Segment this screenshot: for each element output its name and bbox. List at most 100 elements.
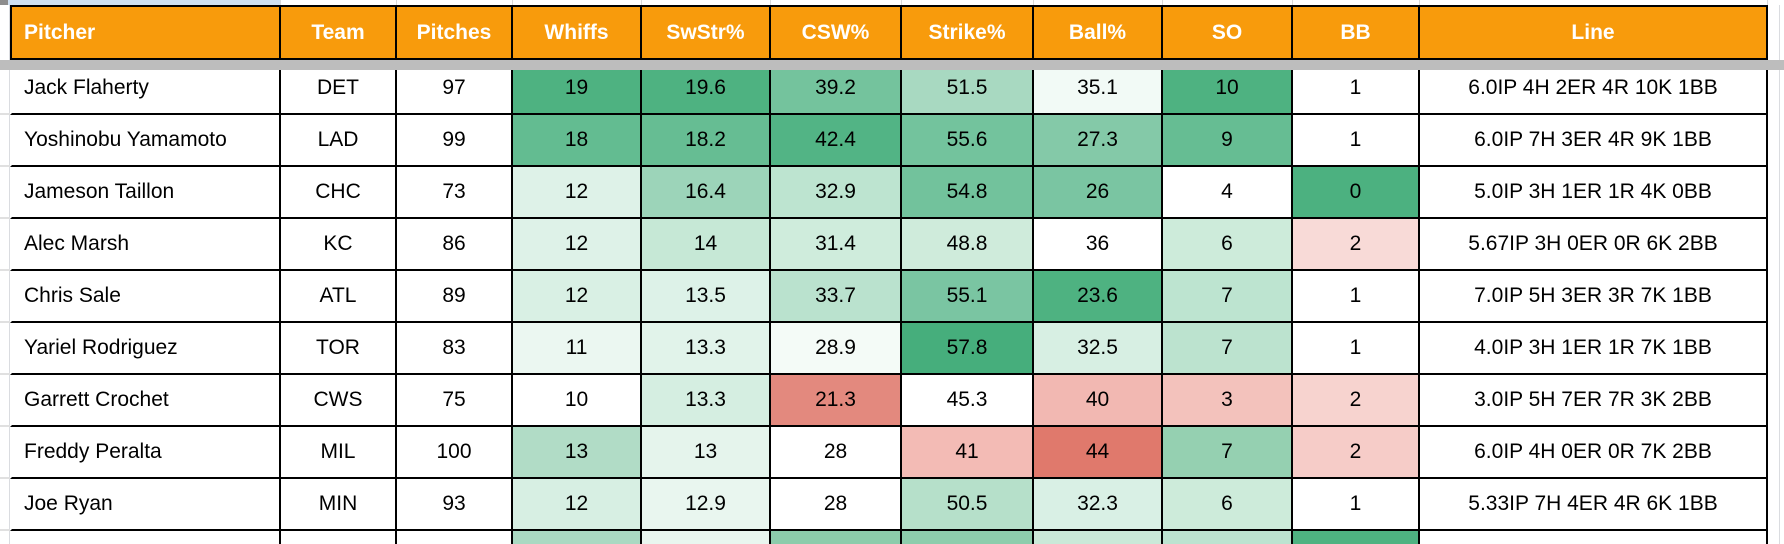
cell-so[interactable]: 3 — [1163, 375, 1293, 427]
cell-strike[interactable]: 54.8 — [902, 167, 1034, 219]
cell-swstr[interactable]: 16.4 — [642, 167, 771, 219]
cell-csw[interactable]: 28 — [771, 427, 902, 479]
header-cell-swstr[interactable]: SwStr% — [642, 5, 771, 60]
cell-so[interactable]: 10 — [1163, 63, 1293, 115]
cell-ball[interactable]: 35.1 — [1034, 63, 1163, 115]
cell-csw[interactable]: 28 — [771, 479, 902, 531]
cell-whiffs[interactable]: 11 — [513, 323, 642, 375]
cell-line[interactable]: 6.0IP 4H 2ER 4R 10K 1BB — [1420, 63, 1768, 115]
cell-pitcher[interactable]: Alec Marsh — [10, 219, 281, 271]
cell-bb[interactable]: 1 — [1293, 271, 1420, 323]
cell-team[interactable]: LAD — [281, 115, 397, 167]
cell-bb[interactable]: 1 — [1293, 115, 1420, 167]
cell-swstr[interactable] — [642, 531, 771, 544]
cell-so[interactable]: 4 — [1163, 167, 1293, 219]
cell-swstr[interactable]: 13.3 — [642, 323, 771, 375]
cell-strike[interactable]: 57.8 — [902, 323, 1034, 375]
cell-pitches[interactable] — [397, 531, 513, 544]
cell-pitcher[interactable]: Freddy Peralta — [10, 427, 281, 479]
cell-whiffs[interactable]: 19 — [513, 63, 642, 115]
cell-csw[interactable]: 32.9 — [771, 167, 902, 219]
cell-pitches[interactable]: 99 — [397, 115, 513, 167]
cell-so[interactable]: 9 — [1163, 115, 1293, 167]
cell-pitcher[interactable]: Yoshinobu Yamamoto — [10, 115, 281, 167]
cell-csw[interactable] — [771, 531, 902, 544]
cell-strike[interactable]: 48.8 — [902, 219, 1034, 271]
cell-team[interactable] — [281, 531, 397, 544]
cell-pitches[interactable]: 97 — [397, 63, 513, 115]
cell-csw[interactable]: 28.9 — [771, 323, 902, 375]
cell-bb[interactable] — [1293, 531, 1420, 544]
cell-team[interactable]: DET — [281, 63, 397, 115]
cell-swstr[interactable]: 14 — [642, 219, 771, 271]
cell-ball[interactable]: 26 — [1034, 167, 1163, 219]
header-cell-bb[interactable]: BB — [1293, 5, 1420, 60]
cell-line[interactable]: 5.67IP 3H 0ER 0R 6K 2BB — [1420, 219, 1768, 271]
cell-so[interactable]: 7 — [1163, 323, 1293, 375]
cell-pitches[interactable]: 83 — [397, 323, 513, 375]
cell-swstr[interactable]: 13.5 — [642, 271, 771, 323]
cell-ball[interactable]: 40 — [1034, 375, 1163, 427]
cell-swstr[interactable]: 19.6 — [642, 63, 771, 115]
cell-csw[interactable]: 33.7 — [771, 271, 902, 323]
cell-pitcher[interactable]: Garrett Crochet — [10, 375, 281, 427]
cell-bb[interactable]: 1 — [1293, 479, 1420, 531]
header-cell-ball[interactable]: Ball% — [1034, 5, 1163, 60]
cell-strike[interactable]: 45.3 — [902, 375, 1034, 427]
cell-pitches[interactable]: 100 — [397, 427, 513, 479]
cell-whiffs[interactable]: 12 — [513, 167, 642, 219]
cell-ball[interactable]: 23.6 — [1034, 271, 1163, 323]
cell-ball[interactable]: 36 — [1034, 219, 1163, 271]
cell-pitches[interactable]: 93 — [397, 479, 513, 531]
cell-pitcher[interactable]: Chris Sale — [10, 271, 281, 323]
cell-swstr[interactable]: 13 — [642, 427, 771, 479]
cell-team[interactable]: MIL — [281, 427, 397, 479]
cell-whiffs[interactable]: 13 — [513, 427, 642, 479]
cell-strike[interactable]: 51.5 — [902, 63, 1034, 115]
cell-csw[interactable]: 21.3 — [771, 375, 902, 427]
cell-csw[interactable]: 39.2 — [771, 63, 902, 115]
cell-line[interactable]: 6.0IP 4H 0ER 0R 7K 2BB — [1420, 427, 1768, 479]
header-cell-csw[interactable]: CSW% — [771, 5, 902, 60]
cell-line[interactable]: 7.0IP 5H 3ER 3R 7K 1BB — [1420, 271, 1768, 323]
cell-line[interactable]: 6.0IP 7H 3ER 4R 9K 1BB — [1420, 115, 1768, 167]
cell-ball[interactable]: 44 — [1034, 427, 1163, 479]
cell-bb[interactable]: 2 — [1293, 219, 1420, 271]
cell-team[interactable]: MIN — [281, 479, 397, 531]
cell-team[interactable]: KC — [281, 219, 397, 271]
cell-team[interactable]: TOR — [281, 323, 397, 375]
header-cell-pitcher[interactable]: Pitcher — [10, 5, 281, 60]
header-cell-team[interactable]: Team — [281, 5, 397, 60]
cell-whiffs[interactable] — [513, 531, 642, 544]
cell-whiffs[interactable]: 12 — [513, 271, 642, 323]
cell-whiffs[interactable]: 18 — [513, 115, 642, 167]
cell-pitcher[interactable]: Jameson Taillon — [10, 167, 281, 219]
cell-line[interactable]: 5.0IP 3H 1ER 1R 4K 0BB — [1420, 167, 1768, 219]
cell-pitcher[interactable]: Jack Flaherty — [10, 63, 281, 115]
header-cell-line[interactable]: Line — [1420, 5, 1768, 60]
cell-line[interactable]: 4.0IP 3H 1ER 1R 7K 1BB — [1420, 323, 1768, 375]
cell-ball[interactable] — [1034, 531, 1163, 544]
cell-whiffs[interactable]: 10 — [513, 375, 642, 427]
cell-strike[interactable] — [902, 531, 1034, 544]
cell-so[interactable]: 6 — [1163, 479, 1293, 531]
cell-pitches[interactable]: 86 — [397, 219, 513, 271]
cell-csw[interactable]: 42.4 — [771, 115, 902, 167]
cell-line[interactable]: 5.33IP 7H 4ER 4R 6K 1BB — [1420, 479, 1768, 531]
cell-pitcher[interactable] — [10, 531, 281, 544]
cell-pitches[interactable]: 75 — [397, 375, 513, 427]
cell-pitcher[interactable]: Yariel Rodriguez — [10, 323, 281, 375]
cell-whiffs[interactable]: 12 — [513, 219, 642, 271]
cell-strike[interactable]: 55.6 — [902, 115, 1034, 167]
cell-strike[interactable]: 55.1 — [902, 271, 1034, 323]
cell-pitches[interactable]: 73 — [397, 167, 513, 219]
header-cell-whiffs[interactable]: Whiffs — [513, 5, 642, 60]
cell-line[interactable]: 3.0IP 5H 7ER 7R 3K 2BB — [1420, 375, 1768, 427]
cell-ball[interactable]: 32.5 — [1034, 323, 1163, 375]
cell-pitcher[interactable]: Joe Ryan — [10, 479, 281, 531]
cell-swstr[interactable]: 18.2 — [642, 115, 771, 167]
header-cell-strike[interactable]: Strike% — [902, 5, 1034, 60]
cell-bb[interactable]: 0 — [1293, 167, 1420, 219]
cell-csw[interactable]: 31.4 — [771, 219, 902, 271]
header-cell-pitches[interactable]: Pitches — [397, 5, 513, 60]
